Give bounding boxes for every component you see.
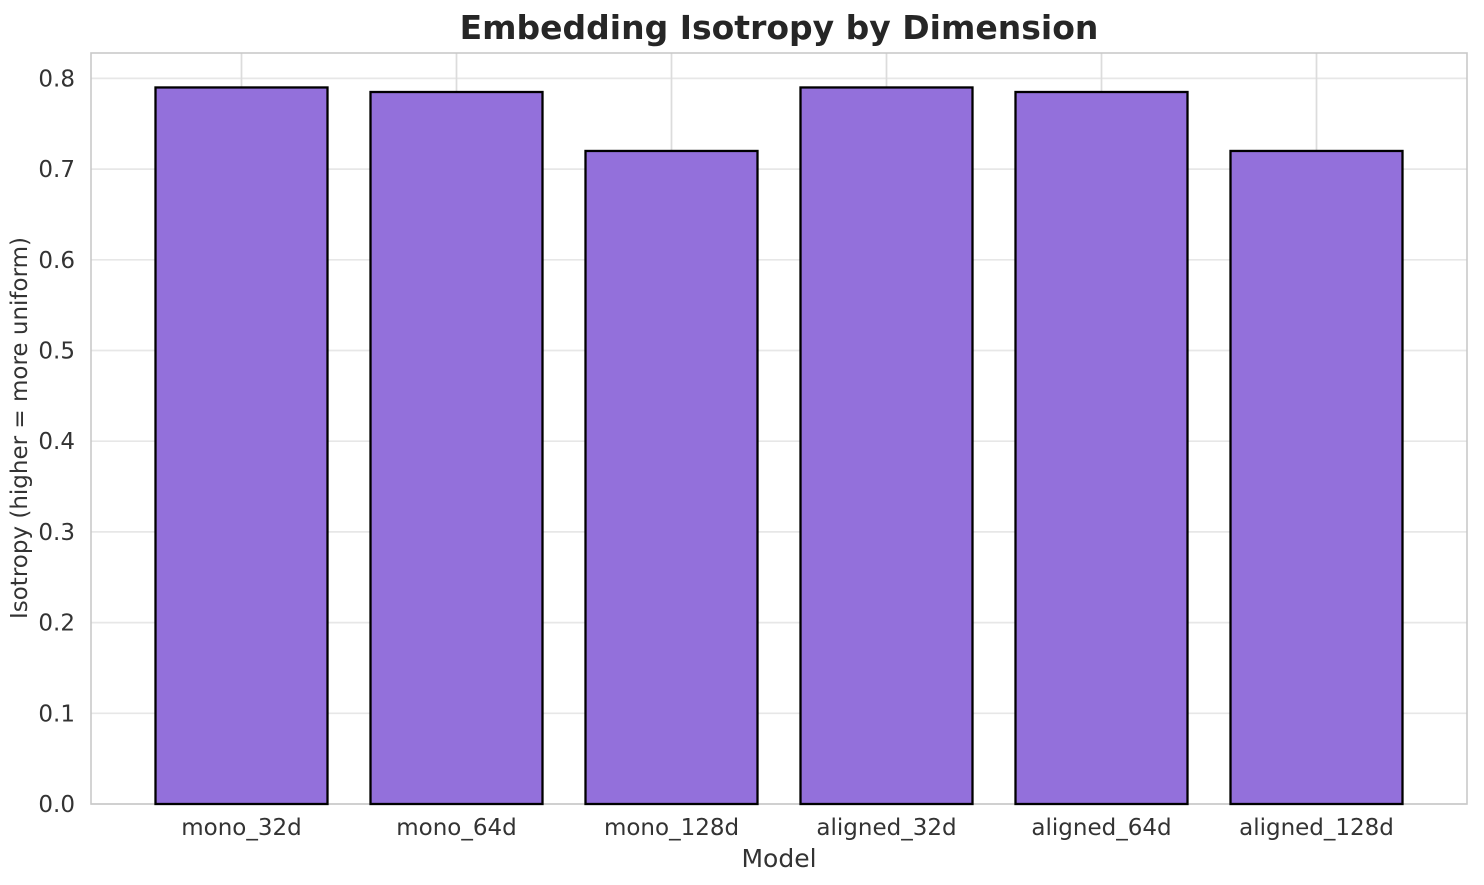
x-tick-label: aligned_32d <box>816 815 956 841</box>
y-tick-label: 0.6 <box>38 248 75 274</box>
chart-title: Embedding Isotropy by Dimension <box>459 8 1099 47</box>
y-tick-label: 0.5 <box>38 338 75 364</box>
x-tick-label: mono_64d <box>396 815 517 841</box>
y-tick-label: 0.1 <box>38 701 75 727</box>
bar-mono_32d <box>154 86 329 806</box>
bar-aligned_64d <box>1014 90 1189 806</box>
bar-aligned_128d <box>1229 149 1404 806</box>
plot-border <box>90 52 1468 805</box>
y-axis-label: Isotropy (higher = more uniform) <box>7 236 33 620</box>
bar-mono_64d <box>369 90 544 806</box>
x-tick-label: aligned_128d <box>1239 815 1394 841</box>
y-tick-label: 0.8 <box>38 66 75 92</box>
y-tick-label: 0.3 <box>38 520 75 546</box>
bar-mono_128d <box>584 149 759 806</box>
x-tick-label: mono_128d <box>604 815 739 841</box>
y-tick-label: 0.7 <box>38 157 75 183</box>
x-tick-label: aligned_64d <box>1031 815 1171 841</box>
y-tick-label: 0.4 <box>38 429 75 455</box>
y-tick-label: 0.2 <box>38 611 75 637</box>
x-axis-label: Model <box>741 844 817 873</box>
x-tick-label: mono_32d <box>181 815 302 841</box>
y-tick-label: 0.0 <box>38 792 75 818</box>
bar-aligned_32d <box>799 86 974 806</box>
